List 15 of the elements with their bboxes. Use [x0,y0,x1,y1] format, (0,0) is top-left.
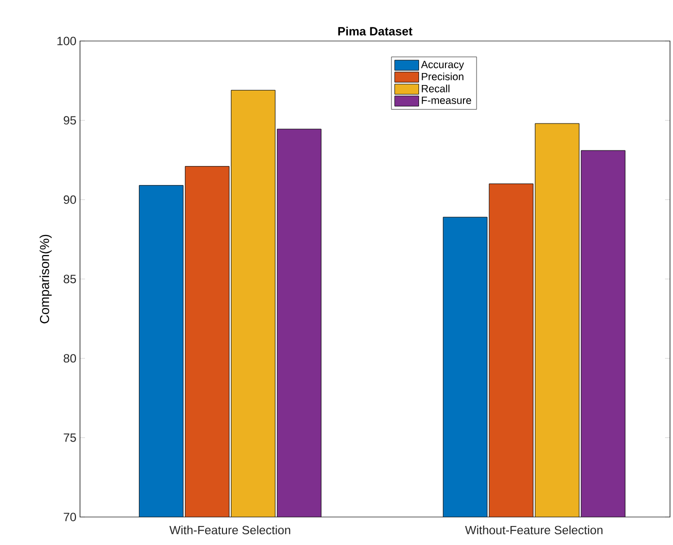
x-tick-label: With-Feature Selection [169,526,290,534]
x-tick-label: Without-Feature Selection [465,526,602,534]
y-tick-label: 95 [64,116,76,125]
y-tick-label: 80 [64,354,76,363]
y-tick-label: 85 [64,274,76,284]
legend-label: Recall [422,84,450,92]
y-tick-label: 75 [64,434,76,442]
y-tick-label: 70 [64,512,76,522]
legend-label: F-measure [422,96,472,104]
legend-label: Precision [422,72,464,80]
y-tick-label: 100 [57,36,76,46]
y-axis-title: Comparison(%) [40,234,52,324]
legend-label: Accuracy [421,60,464,70]
y-tick-label: 90 [64,195,76,204]
chart-title: Pima Dataset [338,26,412,36]
